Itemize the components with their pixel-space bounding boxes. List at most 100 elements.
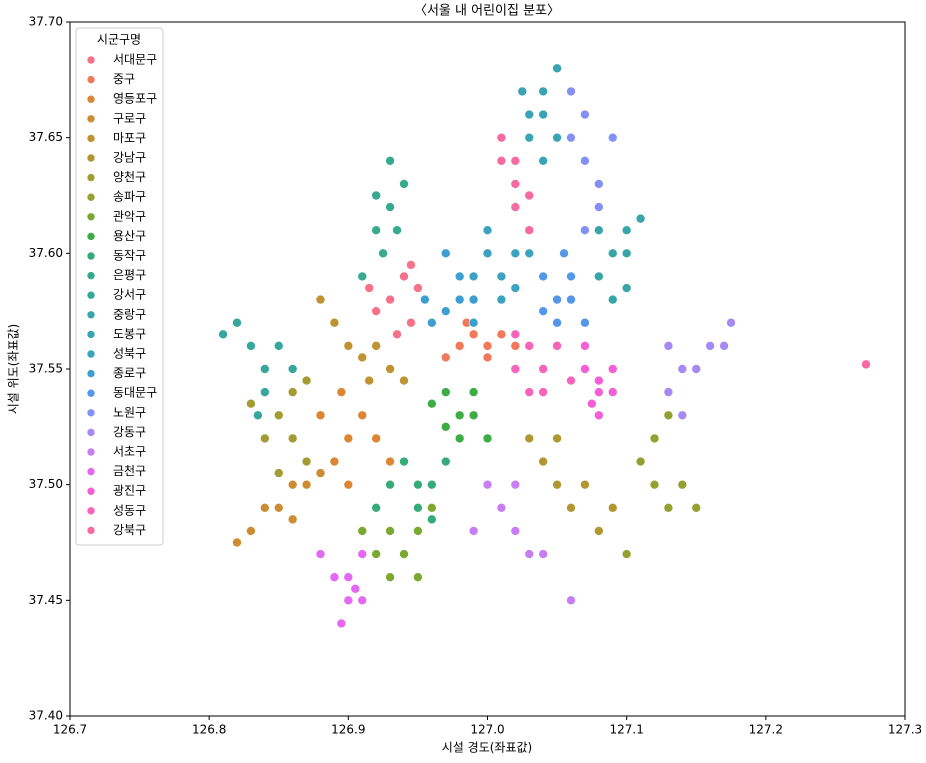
point	[343, 433, 354, 444]
legend-label: 도봉구	[113, 327, 146, 341]
legend-swatch	[86, 369, 96, 378]
point	[454, 433, 465, 444]
point	[357, 271, 368, 282]
point	[566, 86, 576, 97]
point	[232, 317, 242, 328]
legend-label: 중구	[113, 72, 135, 86]
legend-swatch	[86, 251, 96, 261]
point	[301, 456, 312, 467]
point	[336, 618, 347, 629]
point	[246, 398, 256, 409]
point	[607, 502, 618, 513]
y-tick-label: 37.50	[29, 477, 63, 491]
point	[482, 341, 493, 351]
point	[482, 479, 493, 490]
point	[399, 456, 409, 467]
point	[510, 341, 521, 351]
legend-label: 서초구	[113, 445, 146, 459]
point	[649, 479, 660, 490]
point	[538, 456, 548, 467]
point	[621, 283, 632, 293]
legend-label: 중랑구	[113, 307, 146, 321]
legend-swatch	[86, 55, 96, 65]
point	[413, 572, 423, 583]
point	[482, 433, 493, 444]
point	[371, 306, 381, 316]
point	[580, 341, 590, 351]
chart-title: 〈서울 내 어린이집 분포〉	[414, 4, 560, 19]
point	[524, 248, 535, 259]
x-tick-label: 126.8	[192, 723, 226, 737]
point	[343, 479, 354, 490]
point	[524, 341, 535, 351]
legend-swatch	[86, 232, 96, 241]
point	[552, 63, 562, 74]
legend-label: 관악구	[113, 209, 146, 223]
point	[594, 225, 604, 235]
legend-label: 구로구	[113, 111, 146, 125]
point	[538, 364, 548, 374]
point	[440, 352, 451, 363]
point	[524, 109, 535, 120]
y-tick-label: 37.70	[29, 15, 63, 29]
legend-swatch	[86, 114, 96, 124]
point	[580, 317, 590, 328]
legend-swatch	[86, 212, 96, 222]
y-tick-label: 37.60	[29, 246, 63, 260]
point	[385, 526, 395, 536]
point	[468, 271, 479, 282]
point	[273, 410, 284, 421]
point	[594, 179, 604, 189]
point	[705, 341, 715, 351]
point	[663, 502, 674, 513]
point	[385, 479, 395, 490]
point	[385, 156, 395, 166]
point	[301, 375, 312, 386]
legend-label: 양천구	[113, 169, 146, 184]
point	[329, 572, 340, 583]
legend-swatch	[86, 467, 96, 476]
point	[510, 364, 521, 374]
legend-swatch	[86, 290, 96, 300]
point	[357, 526, 368, 536]
point	[663, 387, 674, 397]
point	[677, 410, 688, 421]
point	[524, 225, 535, 235]
point	[273, 341, 284, 351]
legend-swatch	[86, 349, 96, 359]
x-tick-label: 127.1	[609, 723, 643, 737]
point	[691, 364, 702, 374]
point	[350, 583, 361, 594]
point	[635, 456, 646, 467]
point	[510, 526, 521, 536]
point	[677, 479, 688, 490]
point	[385, 202, 395, 212]
point	[719, 341, 729, 351]
point	[454, 271, 465, 282]
point	[427, 479, 437, 490]
legend-label: 종로구	[113, 366, 146, 380]
point	[726, 317, 736, 328]
point	[566, 271, 576, 282]
point	[594, 375, 604, 386]
point	[594, 271, 604, 282]
point	[440, 456, 451, 467]
point	[399, 179, 409, 189]
point	[273, 502, 284, 513]
point	[552, 433, 562, 444]
x-axis-label: 시설 경도(좌표값)	[442, 741, 532, 755]
point	[496, 271, 507, 282]
legend-label: 서대문구	[113, 53, 157, 67]
legend-swatch	[86, 447, 96, 457]
point	[454, 294, 465, 305]
point	[677, 364, 688, 374]
point	[427, 317, 437, 328]
legend-label: 광진구	[113, 484, 146, 498]
point	[385, 294, 395, 305]
point	[468, 294, 479, 305]
point	[635, 213, 646, 224]
legend-box	[75, 27, 164, 546]
legend-label: 은평구	[113, 268, 146, 282]
point	[861, 359, 871, 370]
point	[246, 526, 256, 536]
